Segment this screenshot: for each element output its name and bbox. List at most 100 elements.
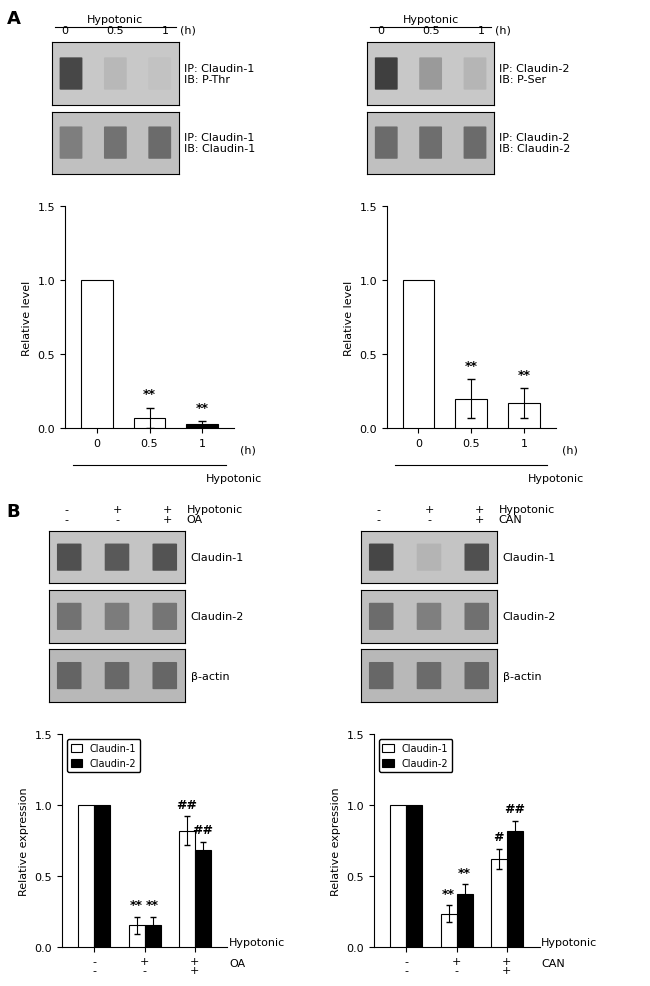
Text: Claudin-1: Claudin-1 <box>502 552 556 563</box>
Bar <box>187 425 218 429</box>
Text: β-actin: β-actin <box>190 670 229 681</box>
Text: IP: Claudin-1
IB: P-Thr: IP: Claudin-1 IB: P-Thr <box>184 64 254 85</box>
Text: -: - <box>92 965 96 975</box>
Text: Hypotonic: Hypotonic <box>541 938 597 948</box>
FancyBboxPatch shape <box>57 663 81 689</box>
Text: **: ** <box>196 401 209 414</box>
FancyBboxPatch shape <box>465 544 489 571</box>
Point <box>465 448 473 459</box>
Text: IP: Claudin-2
IB: P-Ser: IP: Claudin-2 IB: P-Ser <box>499 64 569 85</box>
Bar <box>144 925 161 947</box>
Text: OA: OA <box>229 957 245 968</box>
FancyBboxPatch shape <box>463 58 486 91</box>
Text: **: ** <box>517 369 530 382</box>
Text: Hypotonic: Hypotonic <box>229 938 285 948</box>
Text: Claudin-1: Claudin-1 <box>190 552 244 563</box>
Bar <box>81 281 112 429</box>
Text: Hypotonic: Hypotonic <box>187 505 243 515</box>
Bar <box>129 925 144 947</box>
Text: 1: 1 <box>162 26 169 35</box>
FancyBboxPatch shape <box>419 127 442 160</box>
FancyBboxPatch shape <box>369 603 393 630</box>
Text: Hypotonic: Hypotonic <box>528 473 584 483</box>
FancyBboxPatch shape <box>465 603 489 630</box>
Text: -: - <box>64 515 68 525</box>
Legend: Claudin-1, Claudin-2: Claudin-1, Claudin-2 <box>66 740 140 772</box>
Text: -: - <box>427 515 431 525</box>
Text: ##: ## <box>504 803 525 815</box>
FancyBboxPatch shape <box>105 544 129 571</box>
Text: +: + <box>474 505 484 515</box>
Point <box>143 448 151 459</box>
Bar <box>94 806 111 947</box>
Text: -: - <box>376 505 380 515</box>
Text: 0.5: 0.5 <box>422 26 439 35</box>
Text: Hypotonic: Hypotonic <box>206 473 262 483</box>
Bar <box>79 806 94 947</box>
Text: **: ** <box>442 887 455 900</box>
Bar <box>179 830 195 947</box>
Text: 0.5: 0.5 <box>107 26 124 35</box>
Text: **: ** <box>458 866 471 879</box>
Text: -: - <box>142 965 147 975</box>
FancyBboxPatch shape <box>60 58 83 91</box>
Bar <box>507 830 523 947</box>
FancyBboxPatch shape <box>417 663 441 689</box>
Y-axis label: Relative level: Relative level <box>22 280 32 356</box>
FancyBboxPatch shape <box>153 544 177 571</box>
Text: +: + <box>112 505 122 515</box>
FancyBboxPatch shape <box>104 127 127 160</box>
FancyBboxPatch shape <box>105 603 129 630</box>
Text: β-actin: β-actin <box>502 670 541 681</box>
FancyBboxPatch shape <box>417 603 441 630</box>
Text: (h): (h) <box>180 26 196 35</box>
FancyBboxPatch shape <box>369 544 393 571</box>
Text: +: + <box>424 505 434 515</box>
Text: +: + <box>190 965 200 975</box>
Text: Claudin-2: Claudin-2 <box>502 611 556 622</box>
FancyBboxPatch shape <box>105 663 129 689</box>
Point <box>96 448 103 459</box>
Text: IP: Claudin-1
IB: Claudin-1: IP: Claudin-1 IB: Claudin-1 <box>184 133 255 154</box>
Text: **: ** <box>143 387 156 401</box>
FancyBboxPatch shape <box>465 663 489 689</box>
Text: **: ** <box>146 898 159 911</box>
Text: -: - <box>404 965 408 975</box>
Text: CAN: CAN <box>541 957 565 968</box>
Text: +: + <box>162 515 172 525</box>
Text: 0: 0 <box>377 26 384 35</box>
Bar <box>456 894 473 947</box>
Text: **: ** <box>130 898 143 911</box>
Text: Hypotonic: Hypotonic <box>87 15 144 25</box>
Text: +: + <box>162 505 172 515</box>
Bar <box>134 419 165 429</box>
Bar <box>406 806 422 947</box>
Text: -: - <box>115 515 119 525</box>
Text: A: A <box>6 10 20 28</box>
Bar <box>441 914 456 947</box>
Text: 1: 1 <box>478 26 484 35</box>
Text: **: ** <box>465 360 478 373</box>
FancyBboxPatch shape <box>375 127 398 160</box>
Text: #: # <box>493 830 504 843</box>
FancyBboxPatch shape <box>60 127 83 160</box>
Y-axis label: Relative expression: Relative expression <box>331 786 341 895</box>
FancyBboxPatch shape <box>153 603 177 630</box>
FancyBboxPatch shape <box>417 544 441 571</box>
FancyBboxPatch shape <box>104 58 127 91</box>
Bar <box>491 859 507 947</box>
Bar <box>508 404 540 429</box>
Text: 0: 0 <box>62 26 68 35</box>
Text: ##: ## <box>192 823 213 836</box>
Text: Claudin-2: Claudin-2 <box>190 611 244 622</box>
Text: +: + <box>502 965 512 975</box>
Text: (h): (h) <box>562 446 578 456</box>
Legend: Claudin-1, Claudin-2: Claudin-1, Claudin-2 <box>378 740 452 772</box>
Text: -: - <box>64 505 68 515</box>
Y-axis label: Relative level: Relative level <box>344 280 354 356</box>
Text: OA: OA <box>187 515 203 525</box>
Bar <box>390 806 406 947</box>
Text: B: B <box>6 503 20 521</box>
Text: (h): (h) <box>495 26 511 35</box>
Text: +: + <box>474 515 484 525</box>
